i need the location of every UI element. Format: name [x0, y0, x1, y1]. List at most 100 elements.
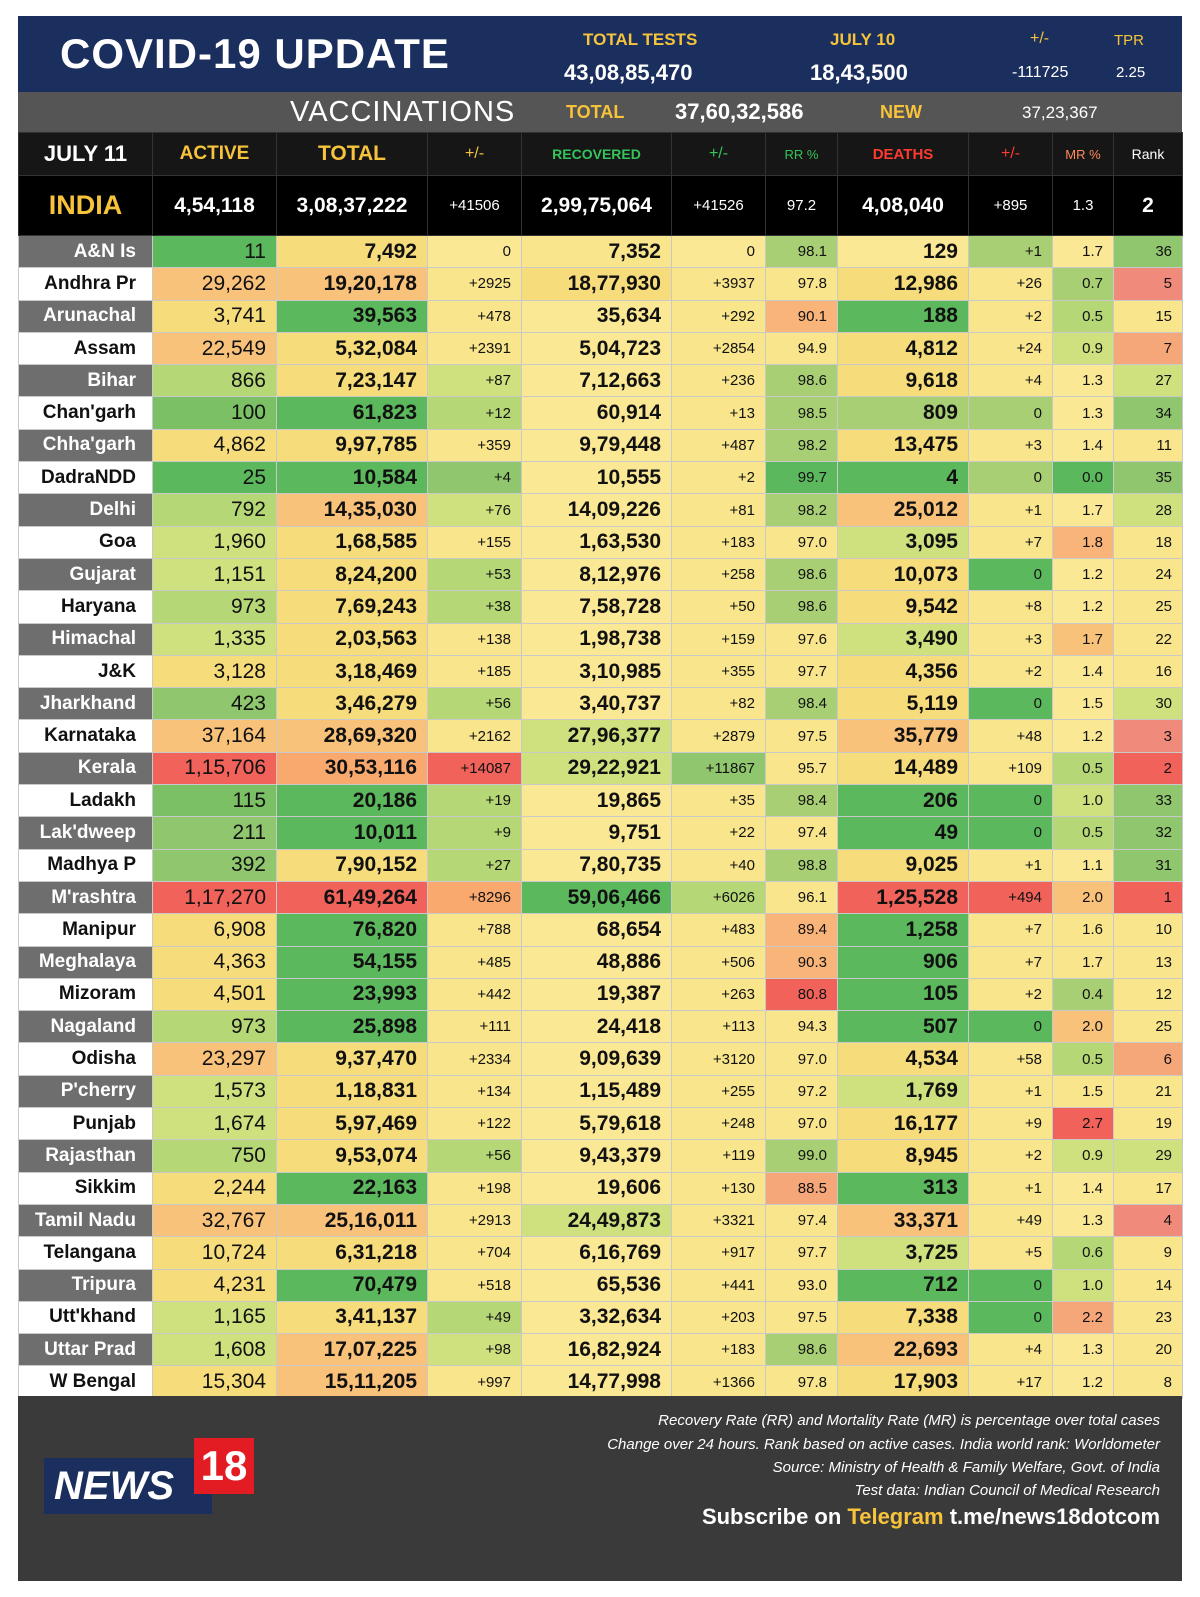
cell-recovered: 48,886 — [521, 945, 672, 979]
cell-recovered-change: +81 — [671, 493, 766, 527]
india-deaths-change: +895 — [968, 175, 1053, 236]
table-row: Manipur 6,908 76,820 +788 68,654 +483 89.4 1,25… — [18, 913, 1183, 947]
cell-active: 29,262 — [152, 267, 277, 301]
cell-total: 7,23,147 — [276, 364, 428, 398]
cell-deaths: 3,095 — [837, 525, 969, 559]
state-name: Bihar — [18, 364, 153, 398]
cell-active: 2,244 — [152, 1171, 277, 1205]
cell-total: 10,011 — [276, 816, 428, 850]
cell-mr: 0.4 — [1052, 977, 1114, 1012]
india-mr: 1.3 — [1052, 175, 1114, 236]
cell-recovered: 9,79,448 — [521, 428, 672, 463]
news18-logo: NEWS 18 — [44, 1438, 260, 1526]
cell-mr: 1.6 — [1052, 913, 1114, 947]
cell-mr: 2.2 — [1052, 1300, 1114, 1335]
table-row: Chan'garh 100 61,823 +12 60,914 +13 98.5 809 0 1.… — [18, 396, 1183, 430]
cell-total: 3,18,469 — [276, 654, 428, 689]
cell-rr: 98.1 — [765, 234, 838, 269]
telegram-link[interactable]: t.me/news18dotcom — [943, 1504, 1160, 1529]
cell-rr: 97.7 — [765, 654, 838, 689]
cell-rank: 29 — [1113, 1139, 1183, 1173]
cell-rank: 3 — [1113, 719, 1183, 753]
cell-total: 22,163 — [276, 1171, 428, 1205]
cell-recovered: 14,09,226 — [521, 493, 672, 527]
cell-total: 7,90,152 — [276, 848, 428, 882]
table-row: A&N Is 11 7,492 0 7,352 0 98.1 129 +1 1.7 36 — [18, 234, 1183, 269]
cell-total: 61,49,264 — [276, 880, 428, 915]
state-name: Delhi — [18, 493, 153, 527]
total-column-header: TOTAL — [276, 132, 428, 176]
cell-total-change: +2913 — [427, 1203, 522, 1238]
cell-total: 5,32,084 — [276, 331, 428, 366]
table-row: Gujarat 1,151 8,24,200 +53 8,12,976 +258 98.6 1… — [18, 557, 1183, 592]
cell-active: 1,335 — [152, 622, 277, 656]
cell-recovered: 16,82,924 — [521, 1333, 672, 1367]
cell-mr: 1.1 — [1052, 848, 1114, 882]
india-recovered-change: +41526 — [671, 175, 766, 236]
cell-total-change: +12 — [427, 396, 522, 430]
cell-active: 392 — [152, 848, 277, 882]
cell-deaths-change: +1 — [968, 1074, 1053, 1109]
cell-mr: 1.3 — [1052, 1203, 1114, 1238]
cell-total: 25,898 — [276, 1010, 428, 1044]
cell-active: 115 — [152, 784, 277, 818]
cell-deaths: 35,779 — [837, 719, 969, 753]
footer: Recovery Rate (RR) and Mortality Rate (M… — [18, 1396, 1182, 1581]
cell-active: 750 — [152, 1139, 277, 1173]
cell-deaths: 313 — [837, 1171, 969, 1205]
cell-rank: 32 — [1113, 816, 1183, 850]
date-tests-value: 18,43,500 — [810, 60, 908, 85]
cell-total: 76,820 — [276, 913, 428, 947]
cell-recovered-change: +506 — [671, 945, 766, 979]
cell-rank: 35 — [1113, 461, 1183, 495]
cell-recovered-change: +1366 — [671, 1365, 766, 1399]
cell-deaths-change: +7 — [968, 525, 1053, 559]
cell-total: 9,37,470 — [276, 1042, 428, 1076]
deaths-column-header: DEATHS — [837, 132, 969, 176]
vaccinations-total-value: 37,60,32,586 — [675, 99, 804, 124]
cell-deaths-change: +109 — [968, 751, 1053, 786]
rr-column-header: RR % — [765, 132, 838, 176]
cell-total-change: +19 — [427, 784, 522, 818]
cell-total-change: +185 — [427, 654, 522, 689]
cell-deaths-change: +1 — [968, 493, 1053, 527]
cell-mr: 0.9 — [1052, 1139, 1114, 1173]
cell-rr: 90.1 — [765, 299, 838, 333]
cell-deaths-change: +4 — [968, 1333, 1053, 1367]
cell-total-change: +997 — [427, 1365, 522, 1399]
cell-rr: 97.0 — [765, 1107, 838, 1141]
footnote-test-data: Test data: Indian Council of Medical Res… — [854, 1482, 1160, 1499]
cell-total-change: +485 — [427, 945, 522, 979]
india-rr: 97.2 — [765, 175, 838, 236]
cell-recovered-change: +3937 — [671, 267, 766, 301]
cell-total-change: +2334 — [427, 1042, 522, 1076]
cell-recovered-change: +258 — [671, 557, 766, 592]
cell-deaths: 906 — [837, 945, 969, 979]
cell-total: 39,563 — [276, 299, 428, 333]
cell-total: 15,11,205 — [276, 1365, 428, 1399]
cell-rank: 22 — [1113, 622, 1183, 656]
cell-rr: 97.8 — [765, 267, 838, 301]
cell-recovered: 59,06,466 — [521, 880, 672, 915]
state-name: P'cherry — [18, 1074, 153, 1109]
cell-mr: 1.5 — [1052, 687, 1114, 721]
cell-mr: 0.5 — [1052, 751, 1114, 786]
cell-recovered: 9,751 — [521, 816, 672, 850]
table-row: Assam 22,549 5,32,084 +2391 5,04,723 +2854 94.… — [18, 331, 1183, 366]
table-row: Kerala 1,15,706 30,53,116 +14087 29,22,921 +1… — [18, 751, 1183, 786]
state-name: Assam — [18, 331, 153, 366]
cell-deaths: 33,371 — [837, 1203, 969, 1238]
cell-total: 7,492 — [276, 234, 428, 269]
cell-rr: 98.2 — [765, 493, 838, 527]
cell-deaths: 14,489 — [837, 751, 969, 786]
table-row: Sikkim 2,244 22,163 +198 19,606 +130 88.5 313 +1… — [18, 1171, 1183, 1205]
table-row: Andhra Pr 29,262 19,20,178 +2925 18,77,930 +3… — [18, 267, 1183, 301]
table-row: Chha'garh 4,862 9,97,785 +359 9,79,448 +487 98… — [18, 428, 1183, 463]
table-row: Arunachal 3,741 39,563 +478 35,634 +292 90.1 18… — [18, 299, 1183, 333]
rank-column-header: Rank — [1113, 132, 1183, 176]
cell-total-change: +111 — [427, 1010, 522, 1044]
logo-text: NEWS — [54, 1464, 174, 1508]
state-name: M'rashtra — [18, 880, 153, 915]
cell-rank: 1 — [1113, 880, 1183, 915]
cell-deaths: 49 — [837, 816, 969, 850]
